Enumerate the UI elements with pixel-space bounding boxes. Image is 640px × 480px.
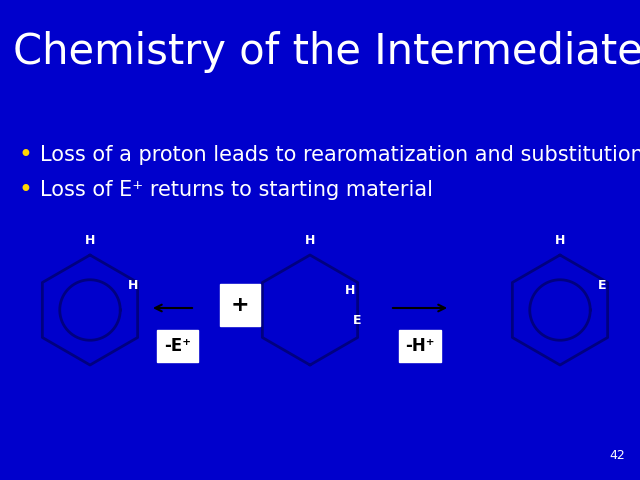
Text: H: H [128,279,138,292]
Text: H: H [345,284,356,297]
Text: •: • [18,143,32,167]
Text: +: + [230,295,250,315]
Text: •: • [18,178,32,202]
Text: H: H [555,234,565,247]
Text: -E⁺: -E⁺ [164,337,191,355]
Text: Loss of a proton leads to rearomatization and substitution: Loss of a proton leads to rearomatizatio… [40,145,640,165]
Text: Chemistry of the Intermediate: Chemistry of the Intermediate [13,31,640,73]
Text: E: E [598,279,607,292]
Text: H: H [305,234,315,247]
Text: 42: 42 [609,449,625,462]
Text: Loss of E⁺ returns to starting material: Loss of E⁺ returns to starting material [40,180,433,200]
Text: E: E [353,314,362,327]
Text: -H⁺: -H⁺ [405,337,435,355]
Text: H: H [85,234,95,247]
